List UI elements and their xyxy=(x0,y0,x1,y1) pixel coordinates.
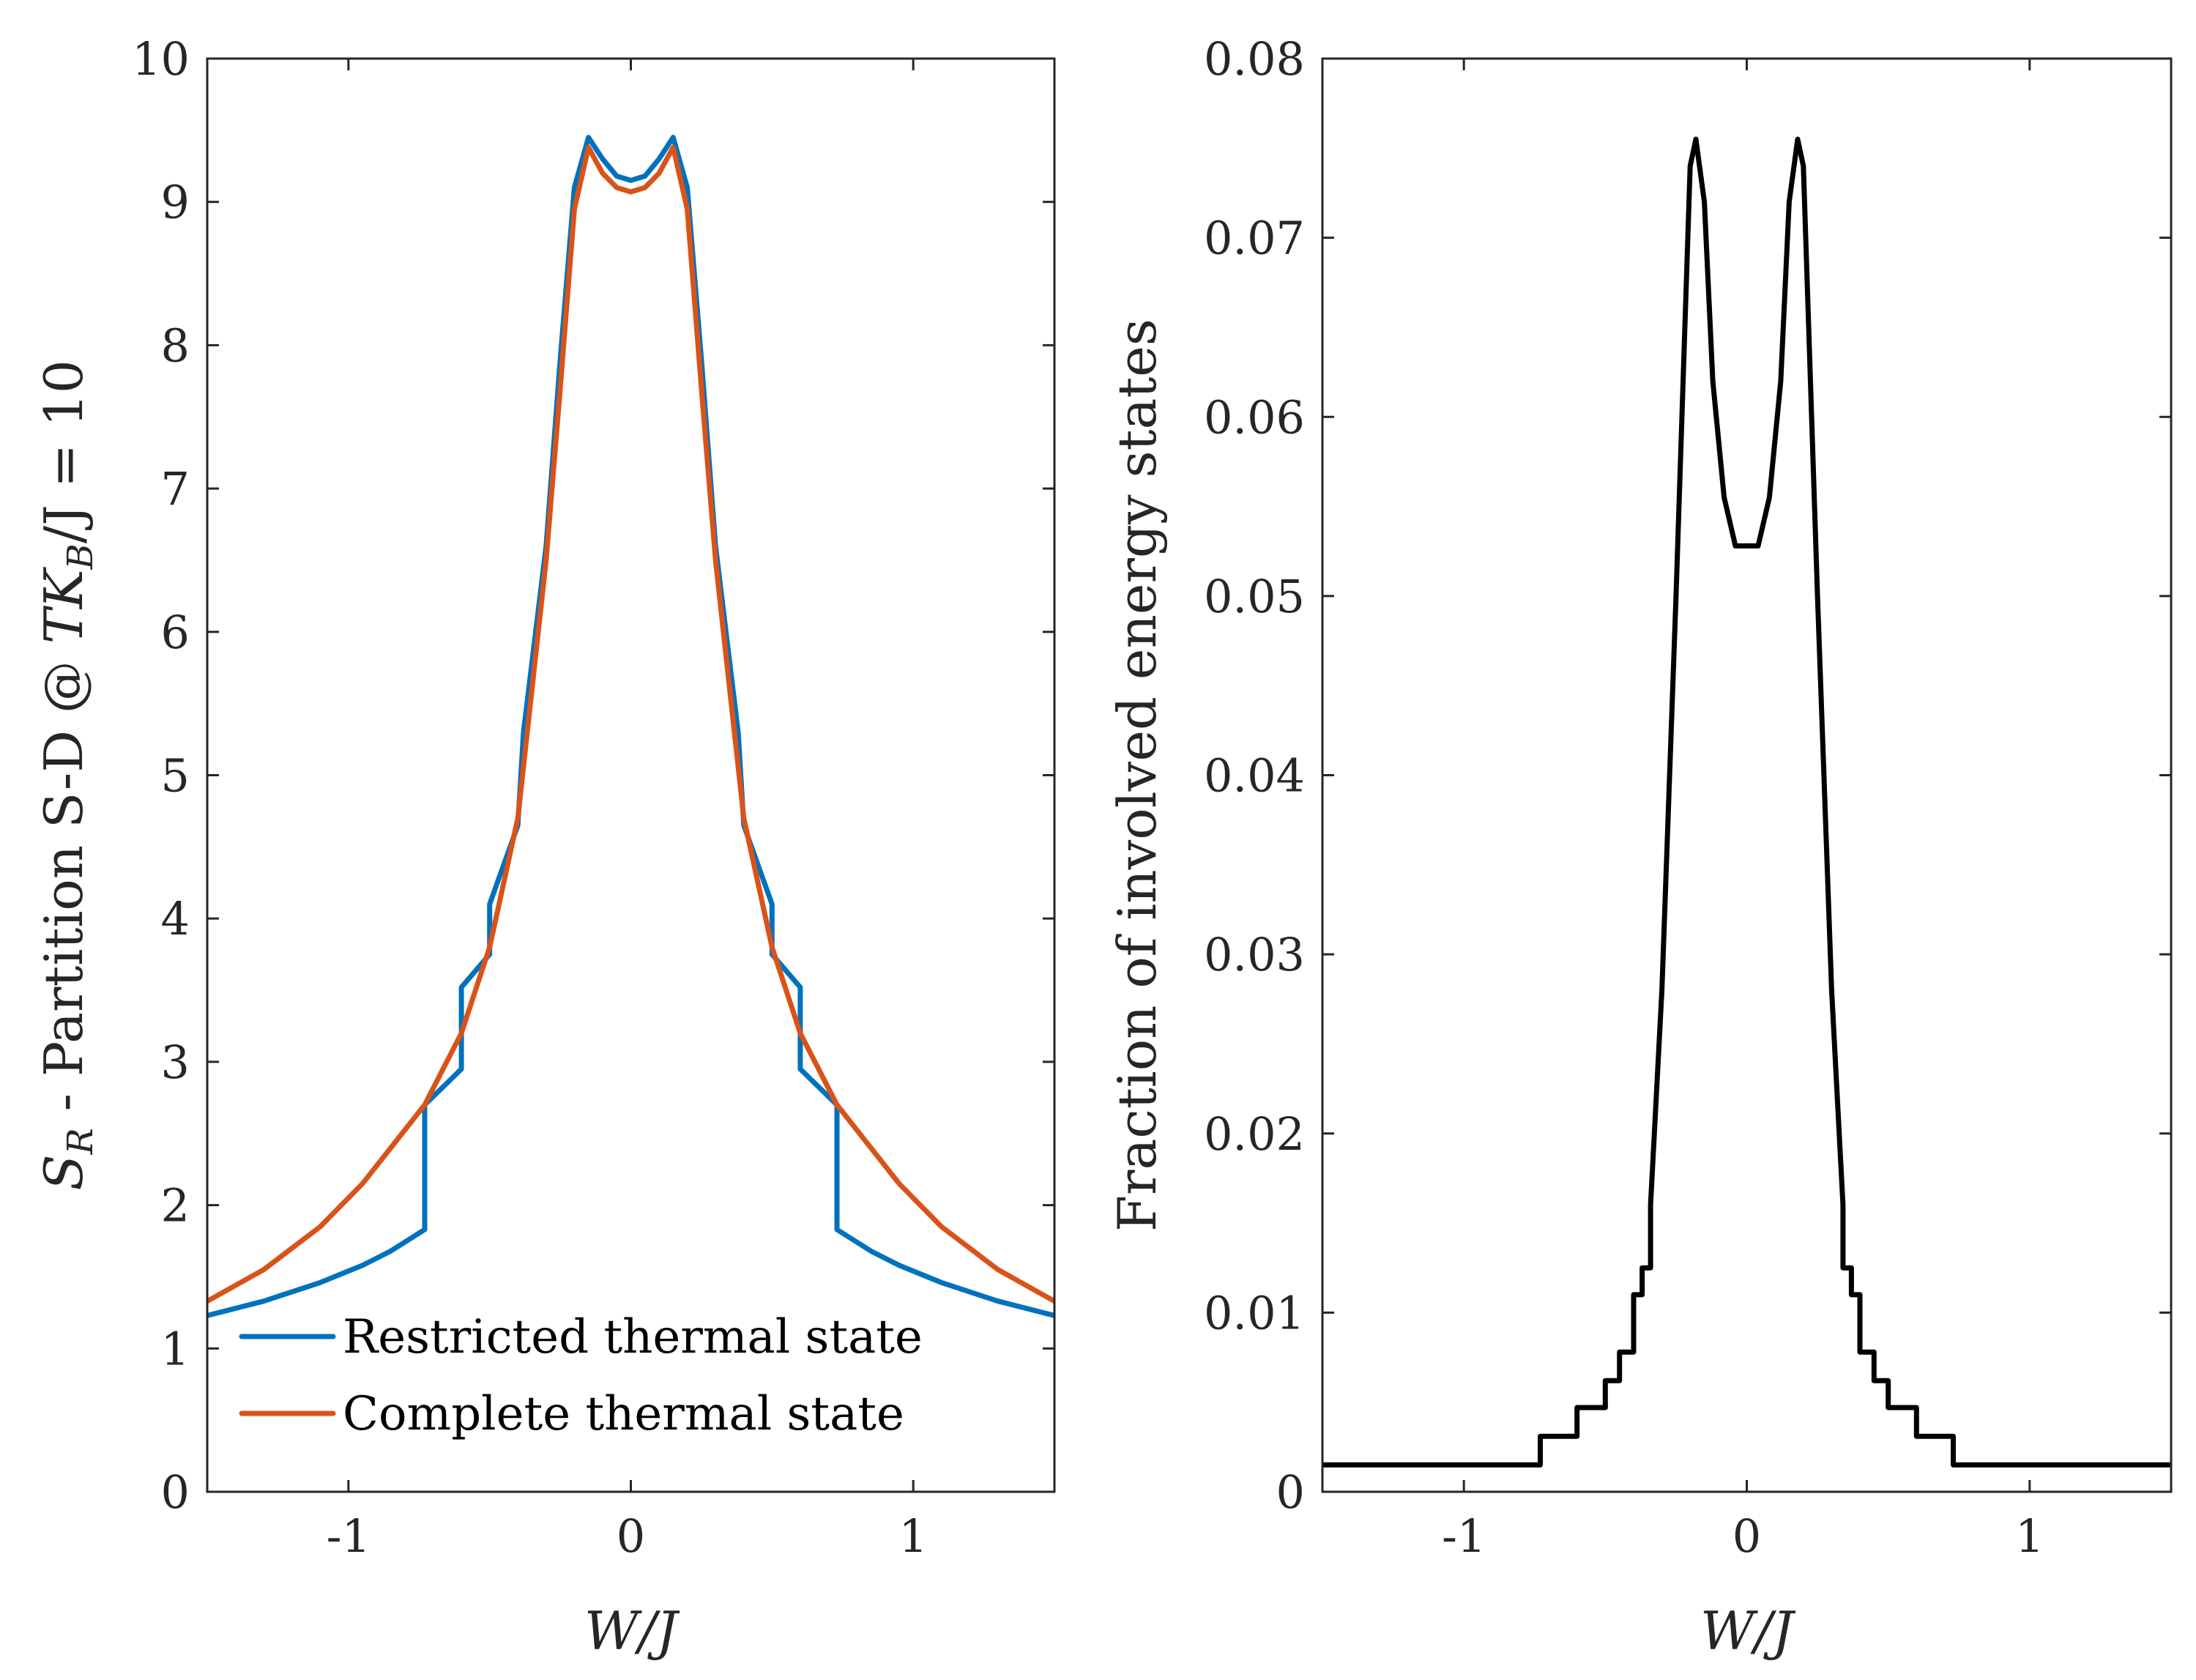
right-chart: -1 0 1 0 0.01 0.02 0.03 0.04 0.05 0.06 0.07 0.08 W/… xyxy=(1106,32,2173,1662)
right-tick-labels-group: -1 0 1 0 0.01 0.02 0.03 0.04 0.05 0.06 0.07 0.08 xyxy=(1204,32,2044,1563)
right-y-tick-label: 0.01 xyxy=(1204,1286,1305,1339)
left-y-axis-label-post: /J = 10 xyxy=(33,360,94,543)
right-y-tick-label: 0.08 xyxy=(1204,32,1305,86)
left-y-tick-label: 1 xyxy=(161,1322,190,1375)
left-y-tick-label: 10 xyxy=(132,32,190,86)
right-y-tick-label: 0.05 xyxy=(1204,570,1305,623)
left-y-tick-label: 6 xyxy=(161,606,190,659)
left-y-tick-label: 4 xyxy=(161,892,190,945)
left-y-axis-label-sub-b: B xyxy=(60,543,101,570)
left-x-tick-label: -1 xyxy=(327,1509,371,1563)
right-x-tick-label: 1 xyxy=(2015,1509,2044,1563)
left-y-tick-label: 8 xyxy=(161,319,190,372)
right-x-tick-label: -1 xyxy=(1442,1509,1486,1563)
left-y-tick-label: 0 xyxy=(161,1465,190,1519)
left-x-tick-label: 0 xyxy=(617,1509,645,1563)
left-y-axis-label-mid: - Partition S-D @ xyxy=(33,644,94,1128)
right-ticks-group xyxy=(1322,57,2171,1493)
left-plot-area xyxy=(207,59,1054,1492)
legend: Restricted thermal state Complete therma… xyxy=(239,1310,923,1441)
left-y-tick-label: 9 xyxy=(161,176,190,229)
left-x-tick-label: 1 xyxy=(898,1509,927,1563)
right-y-tick-label: 0.03 xyxy=(1204,928,1305,981)
left-y-tick-label: 7 xyxy=(161,462,190,516)
right-y-tick-label: 0.07 xyxy=(1204,212,1305,265)
right-y-tick-label: 0.06 xyxy=(1204,390,1305,444)
left-y-tick-label: 5 xyxy=(161,749,190,803)
left-y-axis-label-tk: TK xyxy=(33,566,94,644)
right-series-group xyxy=(1322,136,2171,1468)
right-y-tick-label: 0.04 xyxy=(1204,749,1305,803)
left-series-line-0 xyxy=(207,135,1054,1318)
left-ticks-group xyxy=(207,57,1054,1493)
legend-label-complete: Complete thermal state xyxy=(343,1387,904,1441)
left-y-axis-label-s: S xyxy=(33,1154,94,1190)
right-series-line-0 xyxy=(1322,136,2171,1468)
left-y-axis-label-sub-r: R xyxy=(60,1128,101,1155)
left-series-group xyxy=(207,135,1054,1318)
legend-label-restricted: Restricted thermal state xyxy=(343,1310,923,1364)
left-series-line-1 xyxy=(207,144,1054,1304)
left-y-axis-label: SR - Partition S-D @ TKB/J = 10 xyxy=(33,360,101,1190)
right-y-tick-label: 0 xyxy=(1276,1465,1305,1519)
left-y-tick-label: 3 xyxy=(161,1036,190,1089)
left-x-axis-label: W/J xyxy=(584,1600,680,1662)
right-y-tick-label: 0.02 xyxy=(1204,1107,1305,1161)
right-x-axis-label: W/J xyxy=(1700,1600,1796,1662)
right-y-axis-label: Fraction of involved energy states xyxy=(1106,319,1168,1232)
left-y-tick-label: 2 xyxy=(161,1179,190,1233)
right-plot-area xyxy=(1322,59,2171,1492)
right-x-tick-label: 0 xyxy=(1732,1509,1761,1563)
